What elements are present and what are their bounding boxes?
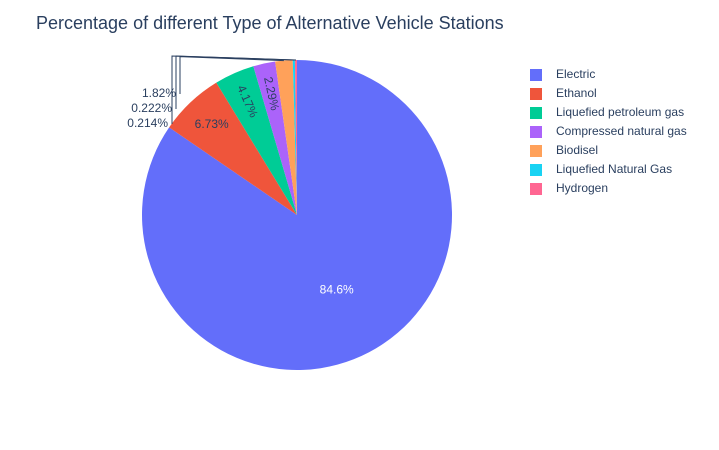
data-label-electric: 84.6%	[320, 283, 354, 297]
data-label-biodisel: 1.82%	[142, 86, 176, 100]
legend-swatch	[530, 88, 542, 100]
pie-slice-biodisel	[275, 60, 297, 216]
data-label-liquefied-natural-gas: 0.222%	[131, 101, 172, 115]
legend-label: Ethanol	[556, 86, 597, 100]
pie-slices	[142, 59, 453, 370]
pie-slice-hydrogen	[294, 59, 297, 215]
pie-slice-electric	[142, 60, 453, 370]
legend-swatch	[530, 164, 542, 176]
legend-label: Hydrogen	[556, 181, 608, 195]
legend-item-electric[interactable]: Electric	[530, 67, 595, 81]
legend-swatch	[530, 183, 542, 195]
legend-item-liquefied-natural-gas[interactable]: Liquefied Natural Gas	[530, 162, 672, 176]
data-label-hydrogen: 0.214%	[127, 116, 168, 130]
data-label-ethanol: 6.73%	[195, 117, 229, 131]
legend-label: Biodisel	[556, 143, 598, 157]
pie-slice-liquefied-petroleum-gas	[216, 66, 297, 216]
legend-swatch	[530, 69, 542, 81]
legend-item-liquefied-petroleum-gas[interactable]: Liquefied petroleum gas	[530, 105, 684, 119]
legend: Electric Ethanol Liquefied petroleum gas Co…	[530, 67, 687, 195]
pie-slice-compressed-natural-gas	[253, 61, 297, 215]
legend-item-hydrogen[interactable]: Hydrogen	[530, 181, 608, 195]
legend-swatch	[530, 145, 542, 157]
legend-item-ethanol[interactable]: Ethanol	[530, 86, 597, 100]
leader-line-hydrogen	[171, 55, 297, 124]
legend-label: Electric	[556, 67, 595, 81]
pie-slice-liquefied-natural-gas	[292, 60, 297, 216]
pie-slice-ethanol	[169, 82, 297, 216]
legend-item-biodisel[interactable]: Biodisel	[530, 143, 598, 157]
chart-title: Percentage of different Type of Alternat…	[36, 13, 504, 33]
legend-label: Liquefied petroleum gas	[556, 105, 684, 119]
legend-label: Liquefied Natural Gas	[556, 162, 672, 176]
legend-item-compressed-natural-gas[interactable]: Compressed natural gas	[530, 124, 687, 138]
legend-swatch	[530, 107, 542, 119]
legend-label: Compressed natural gas	[556, 124, 687, 138]
legend-swatch	[530, 126, 542, 138]
